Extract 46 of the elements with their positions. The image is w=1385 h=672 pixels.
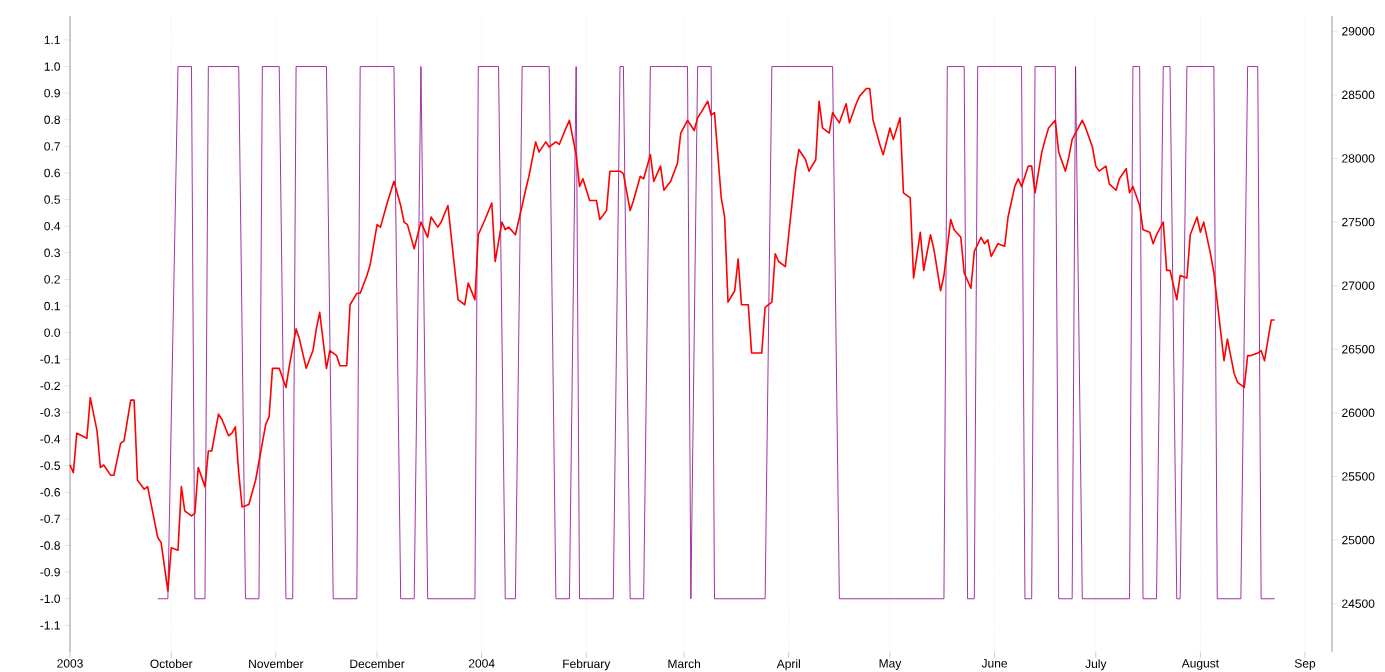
y-tick-label: -0.8 (40, 541, 60, 550)
x-tick-label: December (350, 659, 405, 668)
x-tick-label: March (668, 659, 701, 668)
y-tick-label: -0.3 (40, 408, 60, 417)
y-tick-label: 0.6 (44, 168, 60, 178)
y-tick-label: 0.7 (44, 142, 60, 151)
y-tick-label: 0.3 (44, 248, 60, 258)
x-tick-label: Sep (1294, 659, 1316, 671)
y2-tick-label: 25500 (1342, 472, 1375, 481)
x-tick-label: 2004 (468, 659, 495, 668)
y2-tick-label: 28000 (1342, 154, 1375, 163)
y-tick-label: 0.1 (44, 301, 60, 311)
x-tick-label: April (776, 659, 800, 671)
y-tick-label: -1.1 (40, 621, 60, 630)
y-tick-label: -0.6 (40, 488, 60, 497)
y-tick-label: -0.7 (40, 514, 60, 524)
y2-tick-label: 24500 (1342, 599, 1375, 608)
y-tick-label: -0.1 (40, 355, 60, 364)
y2-tick-label: 26000 (1342, 408, 1375, 418)
y2-tick-label: 29000 (1342, 27, 1375, 36)
y-tick-label: -0.5 (40, 461, 60, 470)
x-tick-label: August (1181, 659, 1219, 670)
x-tick-label: July (1085, 659, 1107, 671)
y-tick-label: 1.0 (44, 62, 61, 71)
y2-tick-label: 28500 (1342, 90, 1375, 100)
x-tick-label: November (249, 659, 304, 668)
x-tick-label: February (563, 659, 611, 671)
y-tick-label: -0.9 (40, 567, 60, 577)
y-tick-label: -0.4 (40, 434, 61, 444)
y-tick-label: 0.5 (44, 195, 60, 204)
x-tick-label: October (150, 659, 193, 668)
y-tick-label: -1.0 (40, 594, 61, 603)
y2-tick-label: 26500 (1342, 345, 1375, 354)
x-tick-label: June (981, 659, 1008, 668)
y2-tick-label: 25000 (1342, 535, 1375, 545)
x-tick-label: 2003 (57, 659, 83, 668)
y-tick-label: 0.4 (44, 221, 61, 231)
y-tick-label: -0.2 (40, 381, 60, 391)
y-tick-label: 0.0 (44, 328, 61, 337)
y-tick-label: 0.8 (44, 115, 60, 125)
y-tick-label: 0.9 (44, 88, 60, 98)
x-tick-label: May (879, 659, 902, 670)
y-tick-label: 1.1 (44, 35, 60, 45)
y2-tick-label: 27500 (1342, 217, 1375, 227)
y-tick-label: 0.2 (44, 275, 60, 284)
y2-tick-label: 27000 (1342, 281, 1375, 290)
